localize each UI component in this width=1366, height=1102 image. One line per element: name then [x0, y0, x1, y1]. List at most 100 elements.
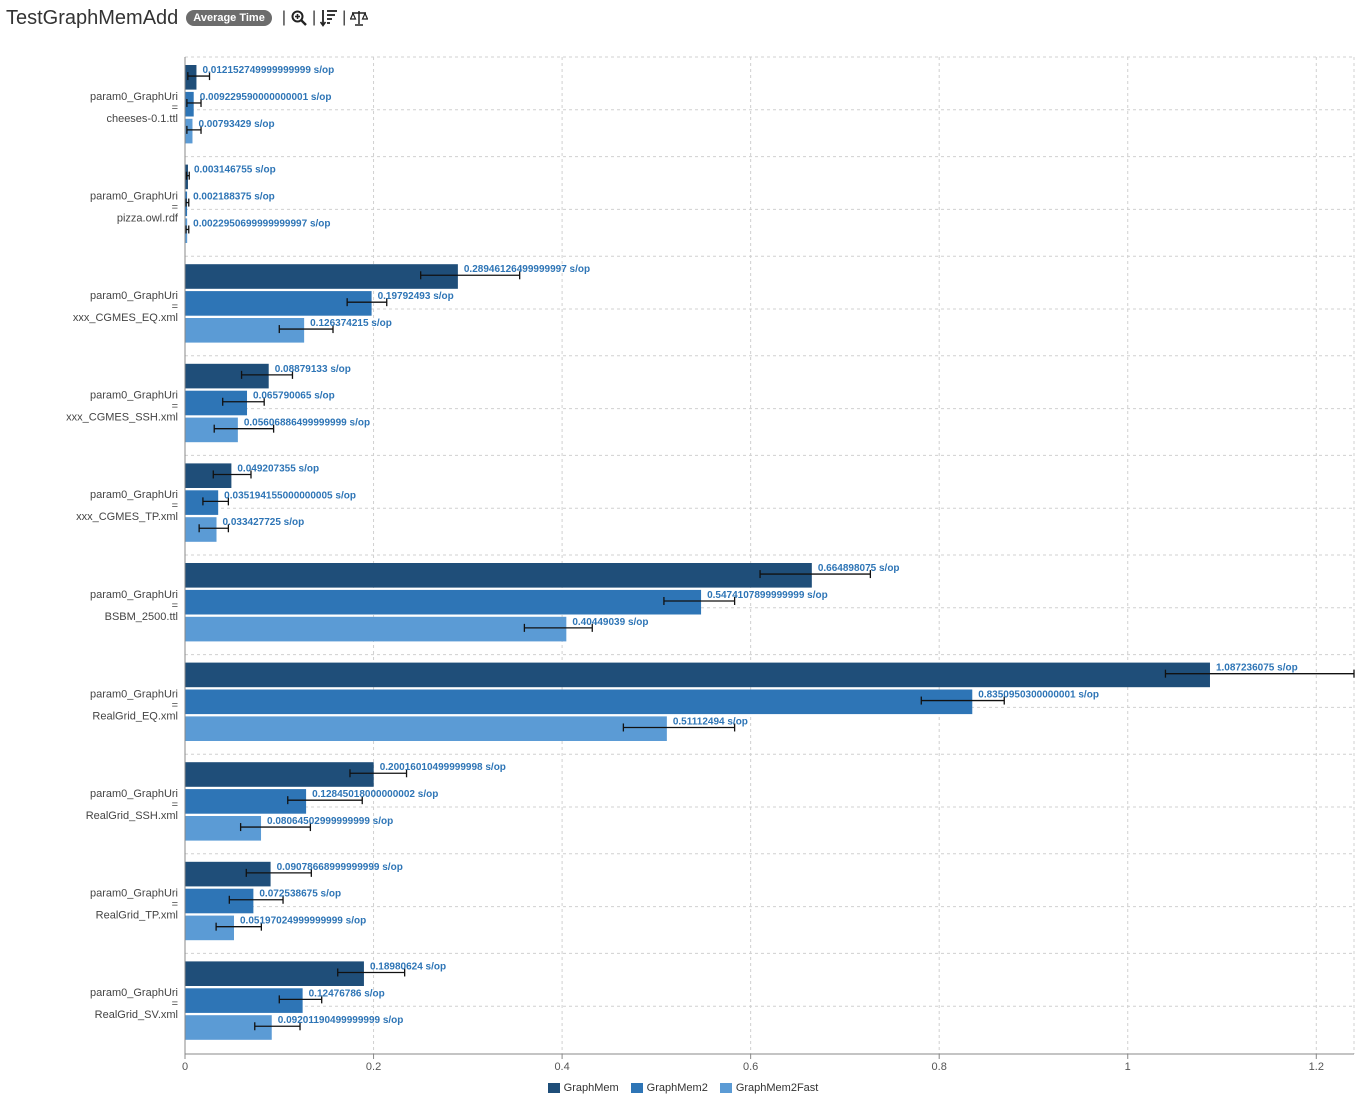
bar-graphmem2: [185, 589, 702, 615]
bar-graphmem: [185, 762, 374, 787]
category-label: RealGrid_TP.xml: [96, 910, 178, 922]
bar-graphmem2fast: [185, 816, 262, 841]
bar-graphmem: [185, 264, 458, 289]
x-tick-label: 0.2: [366, 1061, 381, 1073]
bar-graphmem2fast: [185, 517, 217, 542]
x-tick-label: 0: [182, 1061, 188, 1073]
toolbar-separator: |: [281, 9, 286, 26]
category-label: xxx_CGMES_EQ.xml: [73, 312, 178, 324]
data-label: 0.065790065 s/op: [253, 391, 335, 402]
category-label: RealGrid_SSH.xml: [86, 810, 178, 822]
x-tick-label: 1.2: [1309, 1061, 1324, 1073]
category-label: =: [172, 799, 178, 811]
category-label: =: [172, 600, 178, 612]
x-tick-label: 1: [1125, 1061, 1131, 1073]
category-label: param0_GraphUri: [90, 888, 178, 900]
category-label: param0_GraphUri: [90, 290, 178, 302]
chart-legend: GraphMem GraphMem2 GraphMem2Fast: [0, 1082, 1366, 1094]
legend-swatch-graphmem2fast: [719, 1083, 732, 1093]
category-label: param0_GraphUri: [90, 688, 178, 700]
legend-label-graphmem2: GraphMem2: [646, 1082, 708, 1094]
category-label: RealGrid_EQ.xml: [92, 710, 178, 722]
legend-item-graphmem2fast[interactable]: GraphMem2Fast: [719, 1082, 818, 1094]
data-label: 0.009229590000000001 s/op: [200, 92, 332, 103]
x-tick-label: 0.8: [932, 1061, 947, 1073]
data-label: 0.00793429 s/op: [198, 119, 274, 130]
bar-graphmem2fast: [185, 616, 567, 642]
bar-graphmem: [185, 65, 197, 90]
category-label: =: [172, 899, 178, 911]
bar-graphmem2fast: [185, 915, 234, 941]
bar-graphmem2: [185, 689, 973, 715]
bar-graphmem2: [185, 490, 219, 515]
bar-graphmem: [185, 861, 271, 887]
category-label: param0_GraphUri: [90, 91, 178, 103]
category-label: param0_GraphUri: [90, 788, 178, 800]
category-label: param0_GraphUri: [90, 489, 178, 501]
bar-graphmem2fast: [185, 417, 238, 443]
data-label: 0.049207355 s/op: [237, 463, 319, 474]
benchmark-title: TestGraphMemAdd: [6, 6, 179, 29]
category-label: param0_GraphUri: [90, 589, 178, 601]
data-label: 0.18980624 s/op: [370, 961, 446, 972]
bar-graphmem2: [185, 789, 307, 814]
zoom-icon[interactable]: [290, 9, 308, 27]
data-label: 0.035194155000000005 s/op: [224, 490, 356, 501]
data-label: 0.40449039 s/op: [572, 617, 648, 628]
bar-graphmem2: [185, 988, 303, 1013]
data-label: 0.033427725 s/op: [223, 517, 305, 528]
category-label: =: [172, 301, 178, 313]
category-label: =: [172, 401, 178, 413]
bar-graphmem: [185, 961, 364, 986]
bar-graphmem2: [185, 91, 194, 117]
mode-badge: Average Time: [186, 10, 272, 26]
data-label: 0.12476786 s/op: [309, 988, 385, 999]
legend-item-graphmem2[interactable]: GraphMem2: [630, 1082, 708, 1094]
bar-graphmem2: [185, 291, 372, 316]
data-label: 0.003146755 s/op: [194, 165, 276, 176]
category-label: xxx_CGMES_SSH.xml: [66, 412, 178, 424]
data-label: 0.12845018000000002 s/op: [312, 789, 438, 800]
data-label: 0.05606886499999999 s/op: [244, 418, 370, 429]
category-label: =: [172, 500, 178, 512]
legend-item-graphmem[interactable]: GraphMem: [547, 1082, 619, 1094]
scale-balance-icon[interactable]: [350, 9, 369, 27]
data-label: 0.05197024999999999 s/op: [240, 916, 366, 927]
bar-graphmem2: [185, 390, 248, 416]
data-label: 1.087236075 s/op: [1216, 663, 1298, 674]
data-label: 0.19792493 s/op: [378, 291, 454, 302]
category-label: param0_GraphUri: [90, 190, 178, 202]
data-label: 0.072538675 s/op: [259, 889, 341, 900]
data-label: 0.08879133 s/op: [275, 364, 351, 375]
category-label: =: [172, 102, 178, 114]
data-label: 0.002188375 s/op: [193, 192, 275, 203]
data-label: 0.09201190499999999 s/op: [278, 1015, 404, 1026]
bar-graphmem2: [185, 888, 254, 914]
bar-graphmem2fast: [185, 716, 667, 741]
category-label: =: [172, 998, 178, 1010]
bar-graphmem: [185, 463, 232, 488]
category-label: param0_GraphUri: [90, 390, 178, 402]
toolbar-separator: |: [312, 9, 317, 26]
data-label: 0.012152749999999999 s/op: [202, 65, 334, 76]
category-label: =: [172, 699, 178, 711]
bar-graphmem2fast: [185, 118, 193, 144]
category-label: cheeses-0.1.ttl: [106, 113, 178, 125]
bar-graphmem2fast: [185, 1015, 272, 1040]
data-label: 0.28946126499999997 s/op: [464, 264, 590, 275]
data-label: 0.0022950699999999997 s/op: [193, 218, 330, 229]
bar-graphmem: [185, 662, 1210, 688]
x-tick-label: 0.6: [743, 1061, 758, 1073]
data-label: 0.5474107899999999 s/op: [707, 590, 828, 601]
legend-swatch-graphmem: [547, 1083, 560, 1093]
data-label: 0.09078668999999999 s/op: [277, 862, 403, 873]
data-label: 0.126374215 s/op: [310, 318, 392, 329]
data-label: 0.20016010499999998 s/op: [380, 762, 506, 773]
legend-label-graphmem: GraphMem: [563, 1082, 619, 1094]
sort-icon[interactable]: [320, 9, 338, 27]
bar-graphmem: [185, 363, 269, 389]
bar-graphmem2fast: [185, 318, 305, 343]
chart-header: TestGraphMemAdd Average Time | | |: [6, 2, 369, 34]
data-label: 0.51112494 s/op: [673, 716, 748, 727]
